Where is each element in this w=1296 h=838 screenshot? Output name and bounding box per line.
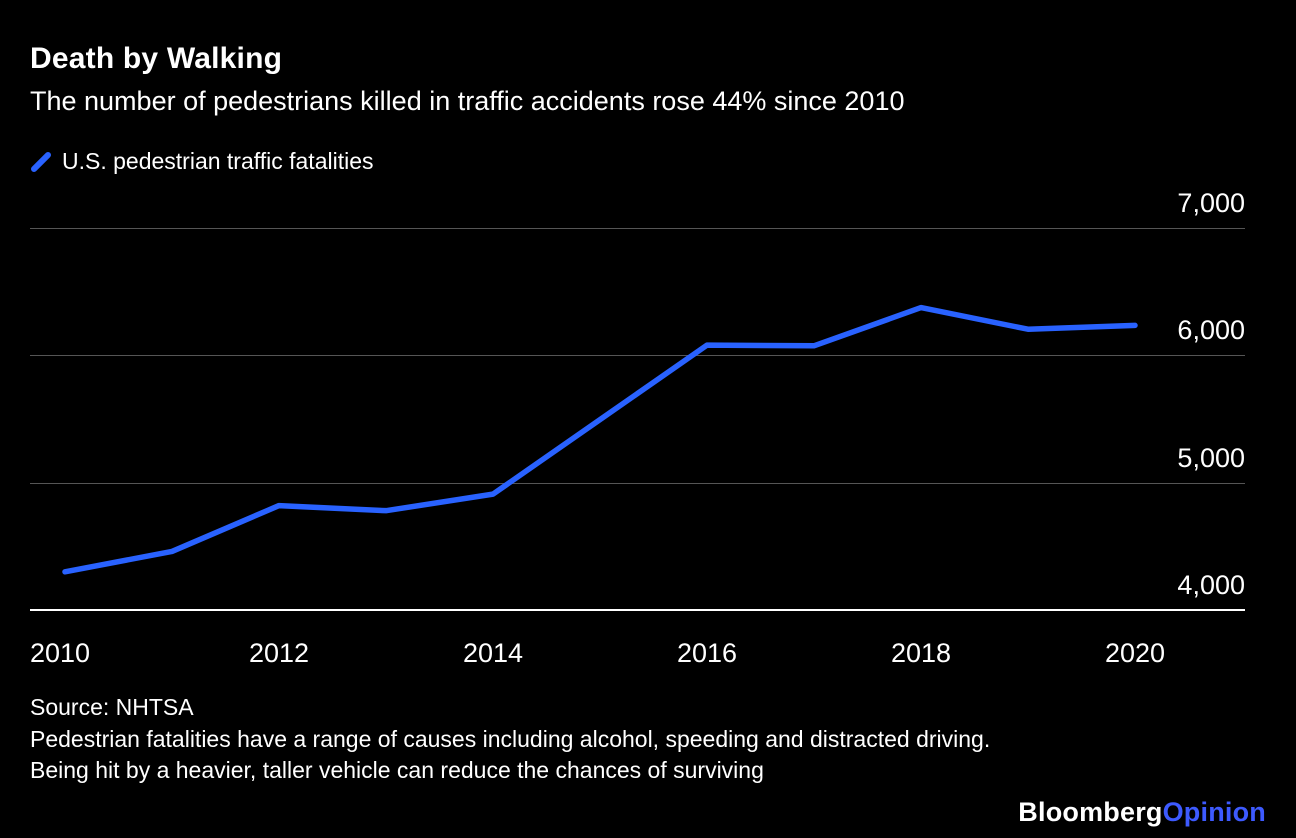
chart-subtitle: The number of pedestrians killed in traf… <box>30 86 905 116</box>
source-note: Source: NHTSA <box>30 694 194 720</box>
legend-label: U.S. pedestrian traffic fatalities <box>62 148 374 174</box>
footnote: Pedestrian fatalities have a range of ca… <box>30 726 991 783</box>
gridline-6000 <box>30 355 1245 356</box>
legend: U.S. pedestrian traffic fatalities <box>30 148 374 175</box>
line-series <box>62 304 1138 575</box>
x-axis-line <box>30 609 1245 611</box>
x-axis-label: 2016 <box>676 638 738 668</box>
gridline-7000 <box>30 228 1245 229</box>
x-axis-label: 2010 <box>30 638 91 668</box>
x-axis-label: 2018 <box>890 638 952 668</box>
y-axis-label: 6,000 <box>1177 315 1245 345</box>
x-axis-label: 2020 <box>1104 638 1166 668</box>
y-axis-label: 4,000 <box>1177 570 1245 600</box>
bloomberg-wordmark: Bloomberg <box>1018 797 1163 827</box>
x-axis-label: 2012 <box>248 638 310 668</box>
bloomberg-opinion-logo: BloombergOpinion <box>1018 797 1266 828</box>
legend-line-icon <box>30 151 52 173</box>
x-axis-label: 2014 <box>462 638 524 668</box>
chart-title: Death by Walking <box>30 42 283 75</box>
y-axis-label: 5,000 <box>1177 443 1245 473</box>
gridline-5000 <box>30 483 1245 484</box>
opinion-wordmark: Opinion <box>1162 797 1266 827</box>
y-axis-label: 7,000 <box>1177 188 1245 218</box>
